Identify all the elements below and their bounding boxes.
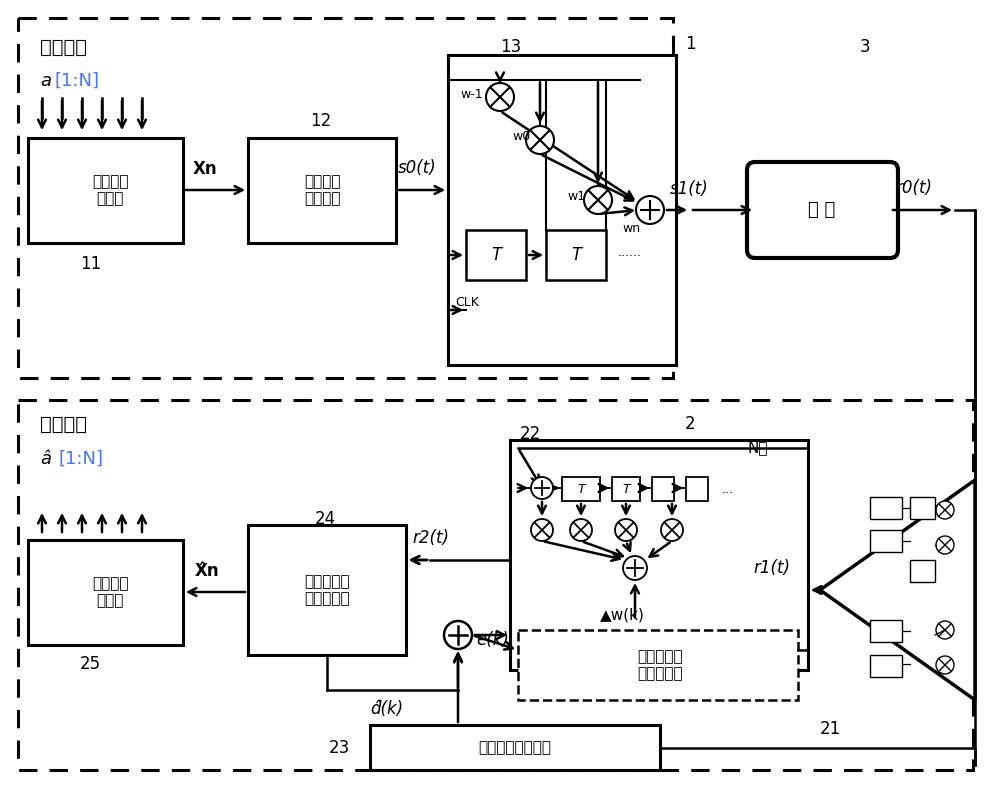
Text: w1: w1: [567, 190, 585, 203]
FancyBboxPatch shape: [747, 162, 898, 258]
Bar: [18, 18, 673, 378]
Text: 时钟数据恢复模块: 时钟数据恢复模块: [479, 740, 552, 755]
Bar: [248, 525, 406, 655]
Circle shape: [936, 656, 954, 674]
Text: 数据并转
串模块: 数据并转 串模块: [92, 174, 128, 206]
Text: â: â: [40, 450, 51, 468]
Bar: [870, 655, 902, 677]
Text: 并行数据: 并行数据: [40, 415, 87, 434]
Bar: [652, 477, 674, 501]
Bar: [248, 138, 396, 243]
Circle shape: [936, 501, 954, 519]
Bar: [28, 540, 183, 645]
Bar: [910, 560, 935, 582]
Text: ▲w(k): ▲w(k): [600, 608, 645, 623]
Bar: [510, 440, 808, 670]
Circle shape: [531, 519, 553, 541]
Text: ......: ......: [618, 246, 642, 258]
Text: 24: 24: [315, 510, 336, 528]
Text: 软判决维特
比译码模块: 软判决维特 比译码模块: [304, 574, 350, 606]
Bar: [370, 725, 660, 770]
Text: 数据串转
并模块: 数据串转 并模块: [92, 576, 128, 608]
Text: e(k): e(k): [476, 631, 509, 649]
Circle shape: [526, 126, 554, 154]
Bar: [28, 138, 183, 243]
Bar: [448, 55, 676, 365]
Text: Xn: Xn: [193, 160, 218, 178]
Text: 并行数据: 并行数据: [40, 38, 87, 57]
Circle shape: [661, 519, 683, 541]
Bar: [518, 448, 798, 588]
Circle shape: [936, 621, 954, 639]
Bar: [18, 400, 973, 770]
Text: [1:N]: [1:N]: [54, 72, 99, 90]
Text: s0(t): s0(t): [398, 159, 437, 177]
Circle shape: [636, 196, 664, 224]
Text: r2(t): r2(t): [412, 529, 449, 547]
Text: 网格编码
调制模块: 网格编码 调制模块: [304, 174, 340, 206]
Circle shape: [584, 186, 612, 214]
Circle shape: [623, 556, 647, 580]
Text: 滤波器系数
自适应算法: 滤波器系数 自适应算法: [637, 649, 683, 681]
Text: 12: 12: [310, 112, 331, 130]
Bar: [870, 620, 902, 642]
Text: T: T: [622, 483, 630, 495]
Text: 22: 22: [520, 425, 541, 443]
Text: T: T: [577, 483, 585, 495]
Bar: [612, 477, 640, 501]
Text: w-1: w-1: [460, 88, 483, 101]
Text: 3: 3: [860, 38, 871, 56]
Circle shape: [486, 83, 514, 111]
Text: w0: w0: [512, 130, 530, 143]
Bar: [546, 230, 606, 280]
Circle shape: [444, 621, 472, 649]
Text: [1:N]: [1:N]: [58, 450, 103, 468]
Bar: [870, 530, 902, 552]
Text: wn: wn: [622, 222, 640, 235]
Text: T: T: [571, 246, 581, 264]
Bar: [518, 630, 798, 700]
Text: d̂(k): d̂(k): [370, 700, 403, 718]
Bar: [870, 497, 902, 519]
Circle shape: [936, 536, 954, 554]
Circle shape: [615, 519, 637, 541]
Text: T: T: [491, 246, 501, 264]
Text: CLK: CLK: [455, 296, 479, 309]
Text: 11: 11: [80, 255, 101, 273]
Text: X̂n: X̂n: [195, 562, 220, 580]
Text: a: a: [40, 72, 51, 90]
Text: 21: 21: [820, 720, 841, 738]
Text: 信 道: 信 道: [808, 201, 836, 219]
Bar: [466, 230, 526, 280]
Bar: [686, 477, 708, 501]
Text: 25: 25: [80, 655, 101, 673]
Text: 2: 2: [685, 415, 696, 433]
Circle shape: [570, 519, 592, 541]
Bar: [562, 477, 600, 501]
Text: ...: ...: [722, 483, 734, 495]
Circle shape: [531, 477, 553, 499]
Text: N阶: N阶: [748, 440, 768, 455]
Text: 23: 23: [329, 739, 350, 757]
Text: 1: 1: [685, 35, 696, 53]
Text: 13: 13: [500, 38, 521, 56]
Text: r0(t): r0(t): [895, 179, 932, 197]
Text: s1(t): s1(t): [670, 180, 709, 198]
Bar: [910, 497, 935, 519]
Polygon shape: [820, 480, 975, 700]
Text: r1(t): r1(t): [753, 559, 790, 577]
